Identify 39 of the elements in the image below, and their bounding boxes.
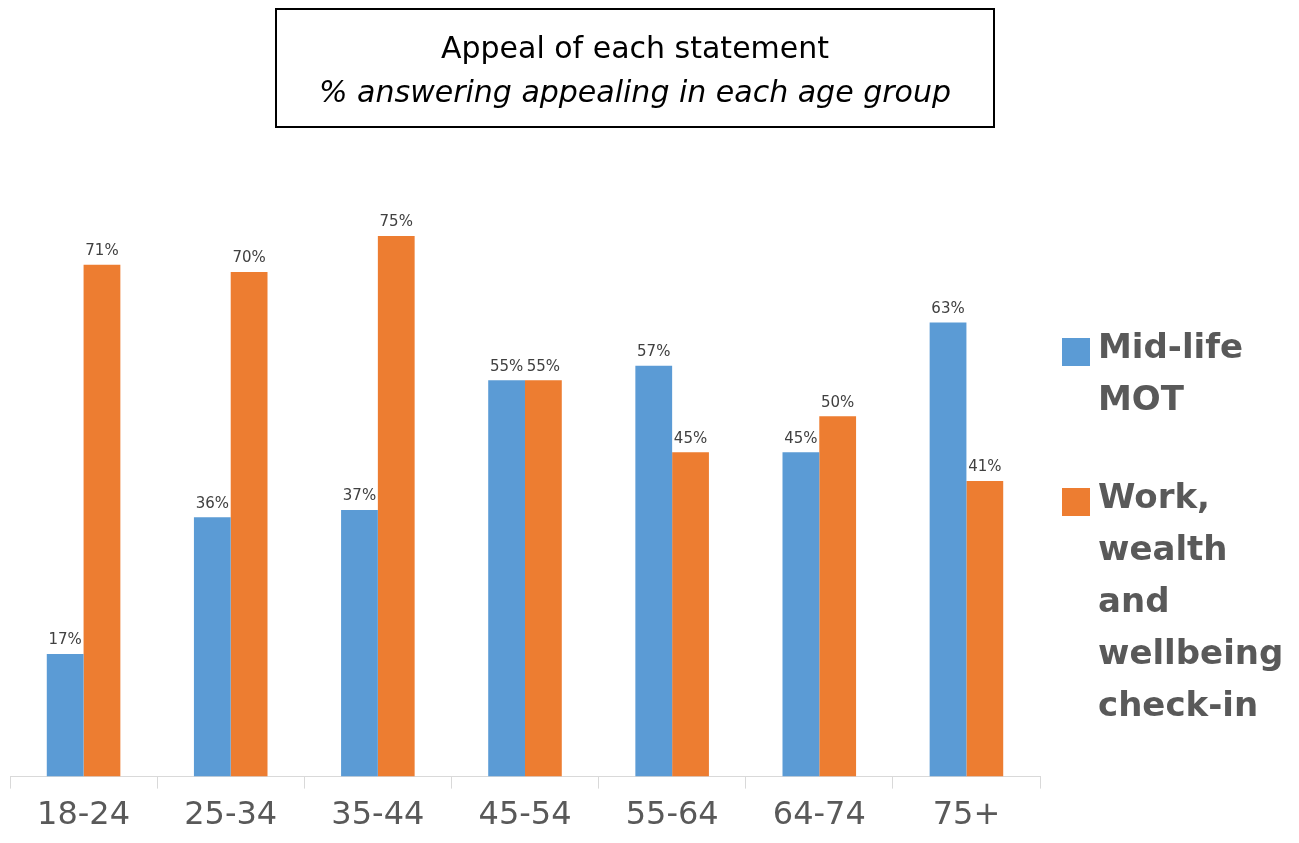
bar — [46, 654, 84, 777]
data-label: 75% — [379, 212, 413, 231]
chart-subtitle: % answering appealing in each age group — [318, 73, 952, 111]
data-label: 50% — [821, 392, 855, 411]
bar — [525, 380, 562, 777]
legend-label: Work, wealth and wellbeing check-in — [1098, 476, 1284, 724]
bar — [230, 272, 268, 777]
legend-label: Mid-life MOT — [1098, 326, 1244, 418]
data-label: 63% — [931, 298, 965, 317]
x-tick-label: 18-24 — [37, 794, 131, 833]
bar — [635, 365, 673, 777]
x-tick-label: 25-34 — [184, 794, 278, 833]
data-label: 17% — [48, 630, 82, 649]
data-label: 55% — [526, 356, 561, 375]
bar — [488, 380, 525, 777]
data-label: 70% — [232, 248, 266, 267]
x-tick-label: 55-64 — [625, 794, 719, 833]
x-tick-label: 75+ — [932, 794, 1001, 833]
bar — [929, 322, 967, 777]
data-label: 36% — [195, 493, 229, 512]
x-tick-label: 45-54 — [478, 794, 572, 833]
bar — [672, 452, 709, 777]
data-label: 45% — [784, 428, 818, 447]
bar — [83, 264, 121, 777]
data-label: 45% — [673, 428, 708, 447]
bar — [377, 236, 415, 777]
data-label: 41% — [968, 457, 1002, 476]
bar — [782, 452, 820, 777]
bar — [341, 509, 378, 777]
data-label: 57% — [637, 342, 671, 361]
data-label: 37% — [342, 486, 377, 505]
x-tick-label: 35-44 — [331, 794, 425, 833]
x-tick-label: 64-74 — [772, 794, 866, 833]
data-label: 55% — [489, 356, 524, 375]
data-label: 71% — [85, 241, 119, 260]
bar — [819, 416, 857, 777]
chart-title: Appeal of each statement — [439, 29, 831, 67]
bar — [966, 481, 1004, 777]
bar — [193, 517, 231, 777]
